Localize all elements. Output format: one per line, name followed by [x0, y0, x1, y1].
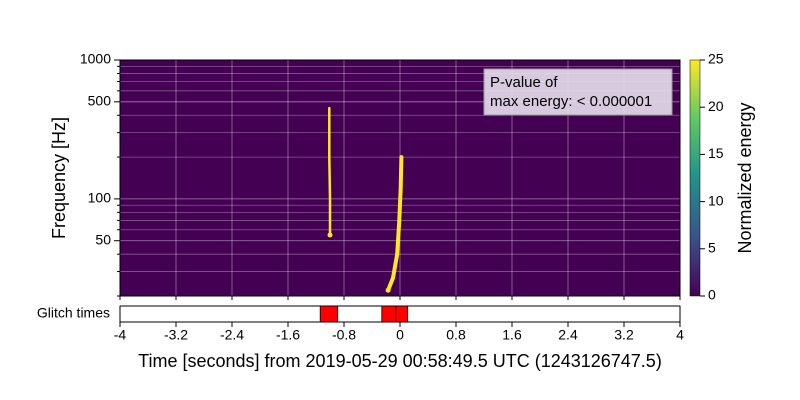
y-tick-label: 500 — [88, 93, 112, 109]
annotation-text: max energy: < 0.000001 — [490, 93, 652, 110]
x-tick-label: -4 — [114, 327, 127, 343]
energy-track — [328, 106, 332, 237]
x-axis-label: Time [seconds] from 2019-05-29 00:58:49.… — [138, 351, 662, 371]
annotation-box — [483, 68, 673, 116]
colorbar-tick-label: 10 — [708, 192, 724, 208]
x-tick-label: -3.2 — [164, 327, 188, 343]
x-tick-label: -1.6 — [276, 327, 300, 343]
x-tick-label: 0.8 — [446, 327, 466, 343]
x-tick-label: -0.8 — [332, 327, 356, 343]
glitch-label: Glitch times — [37, 305, 110, 321]
x-tick-label: 2.4 — [558, 327, 578, 343]
y-tick-label: 100 — [88, 190, 112, 206]
x-tick-label: -2.4 — [220, 327, 244, 343]
x-tick-label: 0 — [396, 327, 404, 343]
x-tick-label: 4 — [676, 327, 684, 343]
colorbar-tick-label: 0 — [708, 287, 716, 303]
y-tick-label: 1000 — [80, 51, 111, 67]
colorbar-tick-label: 15 — [708, 145, 724, 161]
y-axis-label: Frequency [Hz] — [49, 117, 69, 239]
colorbar-tick-label: 20 — [708, 98, 724, 114]
colorbar — [689, 59, 701, 297]
glitch — [381, 305, 397, 323]
x-tick-label: 3.2 — [614, 327, 634, 343]
energy-track — [386, 155, 404, 293]
colorbar-label: Normalized energy — [735, 102, 755, 253]
glitch — [319, 305, 339, 323]
y-tick-label: 50 — [95, 231, 111, 247]
annotation-text: P-value of — [490, 74, 558, 91]
colorbar-tick-label: 5 — [708, 240, 716, 256]
glitch — [395, 305, 409, 323]
colorbar-tick-label: 25 — [708, 51, 724, 67]
x-tick-label: 1.6 — [502, 327, 522, 343]
